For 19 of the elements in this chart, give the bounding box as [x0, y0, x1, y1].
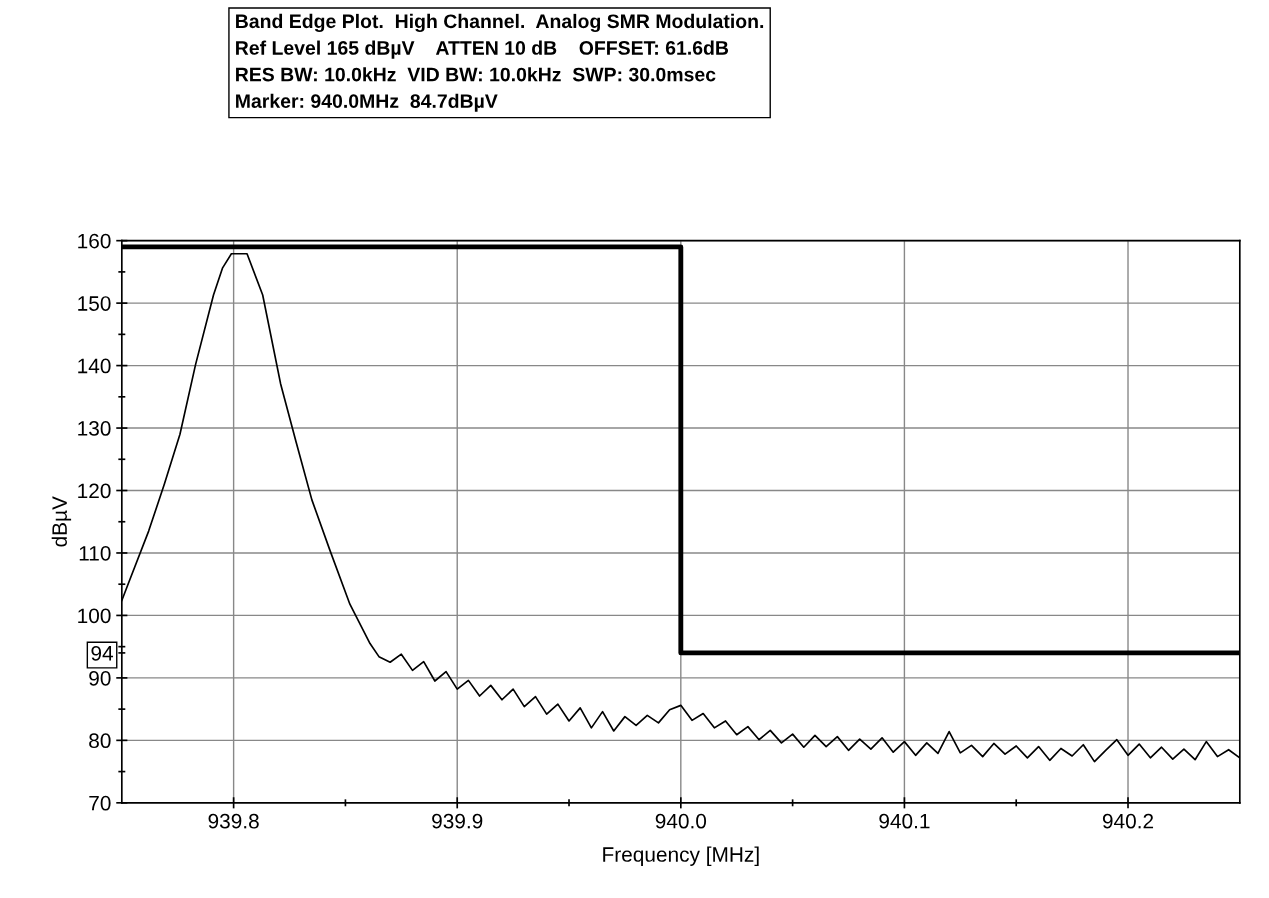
x-tick-label: 940.0 [655, 813, 707, 829]
y-tick-label: 94 [91, 645, 114, 661]
y-axis-title: dBµV [51, 496, 72, 547]
y-tick-label: 120 [78, 483, 111, 499]
x-tick-label: 940.1 [879, 813, 930, 829]
y-tick-label: 80 [89, 733, 111, 749]
x-tick-label: 939.9 [432, 813, 483, 829]
y-tick-label: 90 [89, 670, 111, 686]
y-tick-label: 70 [89, 795, 111, 811]
y-tick-label: 130 [78, 421, 111, 436]
y-tick-label: 100 [78, 608, 111, 624]
x-axis-title: Frequency [MHz] [603, 846, 759, 866]
y-tick-label: 140 [78, 358, 111, 374]
chart-title: Band Edge Plot. High Channel. Analog SMR Modulation. Ref Level 165 dBµV ATTEN 10 dB OFFSET: 61.6dB RES BW: 10.0kHz VID BW: 10.0kHz SWP: 30.0msec Marker: 940.0MHz 84.7dBµV [236, 13, 764, 112]
y-tick-label: 110 [79, 545, 111, 561]
x-tick-label: 940.2 [1102, 813, 1154, 829]
x-tick-label: 939.8 [208, 813, 259, 829]
y-tick-label: 160 [78, 233, 111, 249]
y-tick-label: 150 [78, 296, 111, 311]
